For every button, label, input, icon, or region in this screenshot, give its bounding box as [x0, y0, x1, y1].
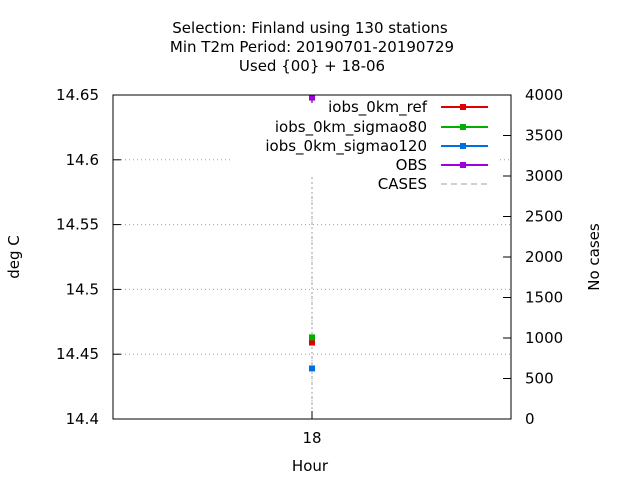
chart-title-line: Used {00} + 18-06 [239, 57, 385, 75]
y2-tick-label: 1500 [525, 289, 563, 307]
legend: iobs_0km_refiobs_0km_sigmao80iobs_0km_si… [265, 98, 488, 193]
legend-marker [460, 143, 466, 149]
chart-title: Selection: Finland using 130 stations Mi… [170, 19, 454, 75]
data-point [309, 334, 315, 341]
legend-label: CASES [378, 175, 427, 193]
legend-label: iobs_0km_sigmao120 [265, 137, 427, 156]
y-axis-label: deg C [5, 235, 23, 279]
y2-tick-label: 0 [525, 410, 535, 428]
y2-tick-label: 4000 [525, 86, 563, 104]
data-points [309, 94, 315, 372]
data-point [309, 94, 315, 101]
y2-tick-label: 3500 [525, 127, 563, 145]
x-tick-label: 18 [302, 429, 321, 447]
y2-axis-label: No cases [585, 223, 603, 291]
data-point [309, 339, 315, 346]
y2-tick-label: 1000 [525, 329, 563, 347]
legend-marker [460, 124, 466, 130]
y-tick-label: 14.4 [66, 410, 99, 428]
legend-label: iobs_0km_ref [328, 98, 428, 117]
y-tick-label: 14.55 [56, 216, 99, 234]
chart-title-line: Selection: Finland using 130 stations [172, 19, 448, 37]
plot-frame [112, 94, 512, 420]
legend-label: OBS [396, 156, 427, 174]
y2-axis-ticks: 0 500 1000 1500 2000 2500 3000 3500 4000 [503, 86, 563, 428]
y-tick-label: 14.65 [56, 86, 99, 104]
legend-marker [460, 104, 466, 110]
y2-tick-label: 500 [525, 370, 554, 388]
legend-label: iobs_0km_sigmao80 [275, 118, 427, 137]
y2-tick-label: 2500 [525, 208, 563, 226]
legend-marker [460, 162, 466, 168]
data-point [309, 365, 315, 372]
y-tick-label: 14.6 [66, 151, 99, 169]
y-tick-label: 14.5 [66, 280, 99, 298]
y-axis-ticks: 14.4 14.45 14.5 14.55 14.6 14.65 [56, 86, 121, 428]
y2-tick-label: 2000 [525, 248, 563, 266]
y2-tick-label: 3000 [525, 167, 563, 185]
x-axis-label: Hour [292, 457, 329, 475]
chart-title-line: Min T2m Period: 20190701-20190729 [170, 38, 454, 56]
y-tick-label: 14.45 [56, 345, 99, 363]
